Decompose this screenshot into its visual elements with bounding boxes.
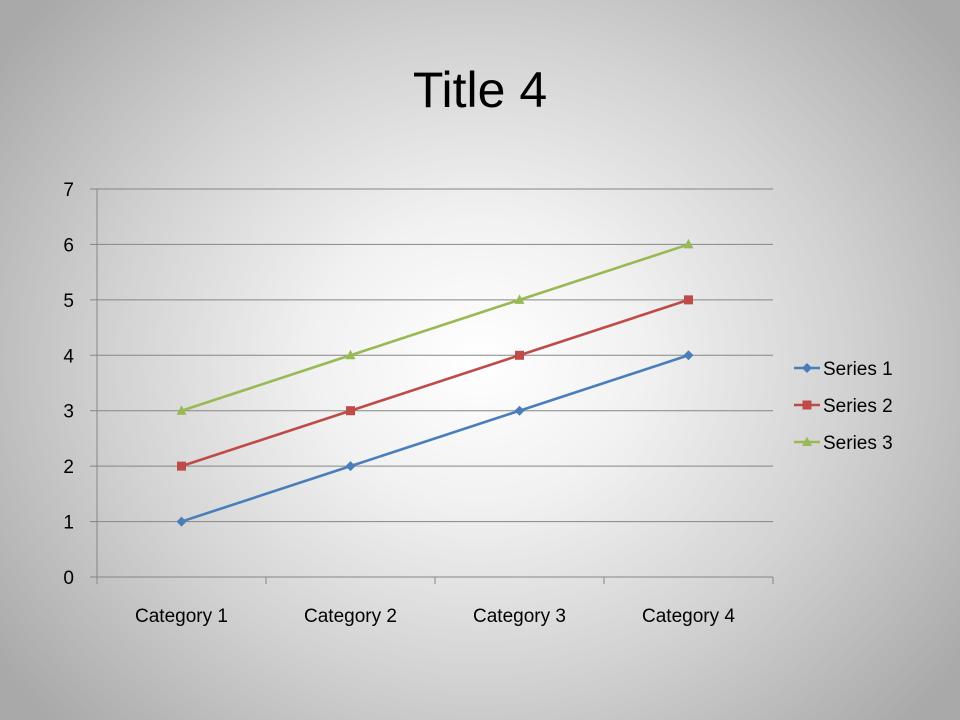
series-2-point [177, 461, 186, 471]
series-1-point [345, 461, 356, 472]
series-3-point [514, 294, 525, 304]
legend-marker-series-3 [802, 436, 812, 446]
series-2-point [346, 406, 355, 416]
series-1-point [176, 516, 187, 527]
series-3-line [181, 243, 689, 412]
gridlines [97, 188, 773, 523]
y-tick-label: 1 [63, 513, 74, 534]
legend-label-series-3: Series 3 [823, 433, 893, 454]
y-tick-label: 7 [63, 180, 74, 201]
series-1-point [683, 350, 694, 361]
series-2-point [684, 295, 693, 305]
series-3-point [683, 238, 694, 249]
series-3-point [176, 405, 187, 415]
series-3-point [345, 349, 356, 360]
legend-marker-series-2 [802, 400, 812, 410]
x-tick-label: Category 2 [304, 606, 397, 627]
series-markers [176, 238, 694, 527]
y-axis-ticks: 0 1 2 3 4 5 6 7 [63, 180, 97, 589]
slide-title: Title 4 [412, 62, 548, 118]
legend: Series 1 Series 2 Series 3 [794, 359, 893, 454]
x-tick-label: Category 3 [473, 606, 566, 627]
x-axis-ticks: Category 1 Category 2 Category 3 Category 4 [96, 577, 774, 627]
legend-label-series-1: Series 1 [823, 359, 893, 380]
series-2-line [181, 298, 689, 468]
y-tick-label: 4 [63, 346, 74, 367]
series-2-point [515, 350, 524, 360]
y-tick-label: 0 [63, 568, 74, 589]
legend-marker-series-1 [802, 363, 812, 373]
legend-label-series-2: Series 2 [823, 396, 893, 417]
series-lines [181, 243, 689, 523]
series-1-point [514, 405, 525, 416]
x-tick-label: Category 4 [642, 606, 735, 627]
y-tick-label: 2 [63, 457, 74, 478]
y-tick-label: 6 [63, 235, 74, 256]
y-tick-label: 3 [63, 402, 74, 423]
y-tick-label: 5 [63, 291, 74, 312]
series-1-line [181, 354, 689, 523]
x-tick-label: Category 1 [135, 606, 228, 627]
